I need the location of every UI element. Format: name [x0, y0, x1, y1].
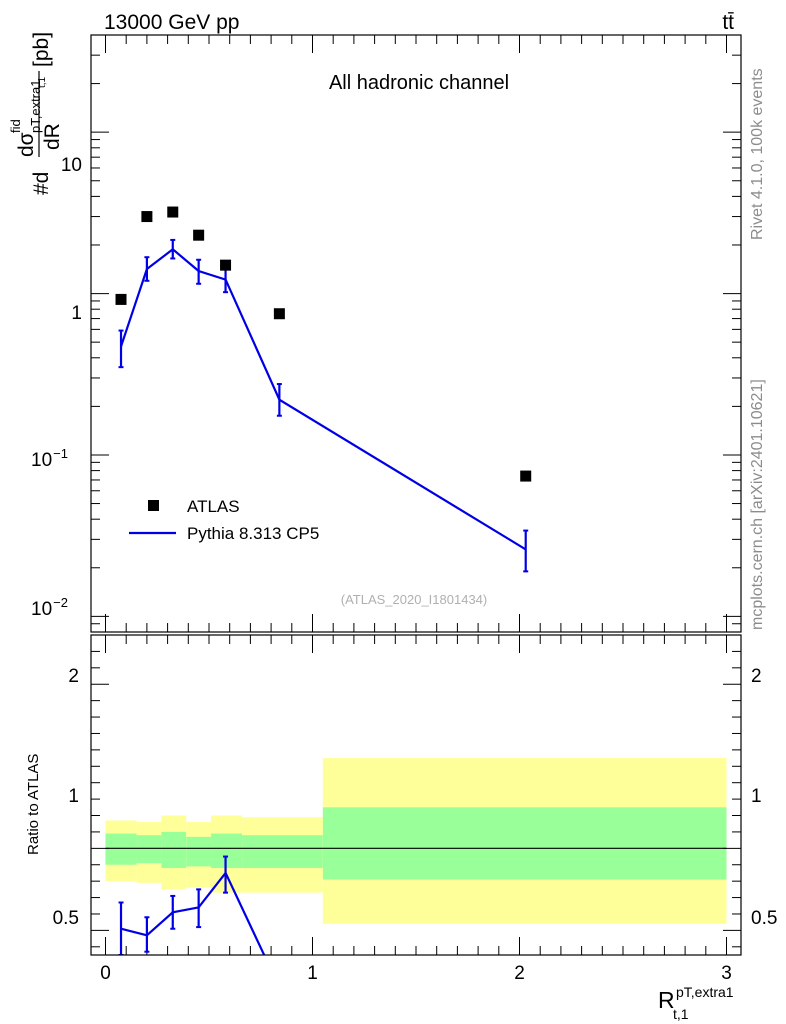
- ratio-y-tick-label-2: 2: [68, 666, 79, 687]
- uncertainty-band-inner: [322, 807, 727, 880]
- x-label-main: R: [658, 987, 675, 1013]
- uncertainty-band-inner: [186, 836, 212, 867]
- x-tick-label-2: 2: [514, 963, 525, 984]
- x-label-sup: pT,extra1: [676, 984, 734, 1000]
- main-y-tick-labels: 10 1 10−1 10−2: [31, 155, 82, 620]
- x-tick-label-1: 1: [307, 963, 318, 984]
- y-tick-label-0.01: 10−2: [31, 595, 68, 620]
- energy-label: 13000 GeV pp: [104, 11, 239, 34]
- main-axis-ticks: [91, 34, 741, 633]
- y-label-unit: [pb]: [30, 32, 53, 67]
- legend-atlas-label: ATLAS: [187, 497, 240, 516]
- analysis-watermark: (ATLAS_2020_I1801434): [341, 592, 487, 607]
- main-series-layer: [115, 206, 532, 573]
- ratio-y-tick-label-right-2: 2: [751, 666, 762, 687]
- y-label-sup: fid: [8, 119, 23, 133]
- uncertainty-band-inner: [136, 835, 162, 864]
- ratio-bands-layer: [105, 758, 727, 924]
- ratio-y-tick-label-0.5: 0.5: [53, 908, 79, 929]
- ratio-series-layer: [118, 855, 266, 955]
- ratio-axis-ticks: [91, 635, 741, 955]
- atlas-data-point: [115, 293, 127, 305]
- pythia-ratio-line: [120, 870, 266, 955]
- pythia-line: [119, 247, 527, 551]
- atlas-data-point: [167, 206, 179, 218]
- atlas-data-point: [520, 470, 532, 482]
- atlas-data-point: [193, 229, 205, 241]
- ratio-y-tick-label-1: 1: [68, 786, 79, 807]
- mcplots-label: mcplots.cern.ch [arXiv:2401.10621]: [749, 379, 766, 630]
- main-frame: [90, 34, 742, 633]
- ratio-y-tick-label-right-1: 1: [751, 786, 762, 807]
- atlas-data-point: [220, 259, 232, 271]
- ratio-y-tick-label-right-0.5: 0.5: [751, 908, 777, 929]
- x-label-sub: t,1: [673, 1006, 689, 1022]
- atlas-data-point: [141, 211, 153, 223]
- y-label-sub2: t,1: [37, 76, 48, 88]
- legend-atlas-marker: [148, 500, 159, 511]
- atlas-data-point: [273, 308, 285, 320]
- uncertainty-band-inner: [242, 835, 323, 869]
- legend: ATLAS Pythia 8.313 CP5: [129, 497, 319, 543]
- y-tick-label-10: 10: [61, 155, 82, 176]
- y-tick-label-1: 1: [71, 303, 82, 324]
- ratio-frame: [90, 634, 742, 956]
- chart-title: All hadronic channel: [329, 72, 509, 94]
- x-axis-label: R pT,extra1 t,1: [658, 984, 734, 1022]
- process-label: tt̄: [722, 11, 734, 34]
- uncertainty-band-inner: [105, 833, 137, 865]
- y-label-num: dσ: [15, 132, 38, 157]
- rivet-version-label: Rivet 4.1.0, 100k events: [749, 68, 766, 240]
- x-tick-label-0: 0: [100, 963, 111, 984]
- legend-pythia-label: Pythia 8.313 CP5: [187, 524, 319, 543]
- uncertainty-band-inner: [161, 831, 187, 869]
- y-tick-label-0.1: 10−1: [31, 446, 68, 471]
- y-label-den: dR: [41, 123, 64, 150]
- main-y-axis-label: #d dσ fid pT,extra1 t,1 dR [pb]: [8, 32, 64, 195]
- x-tick-label-3: 3: [721, 963, 732, 984]
- ratio-y-axis-label: Ratio to ATLAS: [25, 754, 42, 855]
- y-label-prefix: #d: [30, 172, 53, 195]
